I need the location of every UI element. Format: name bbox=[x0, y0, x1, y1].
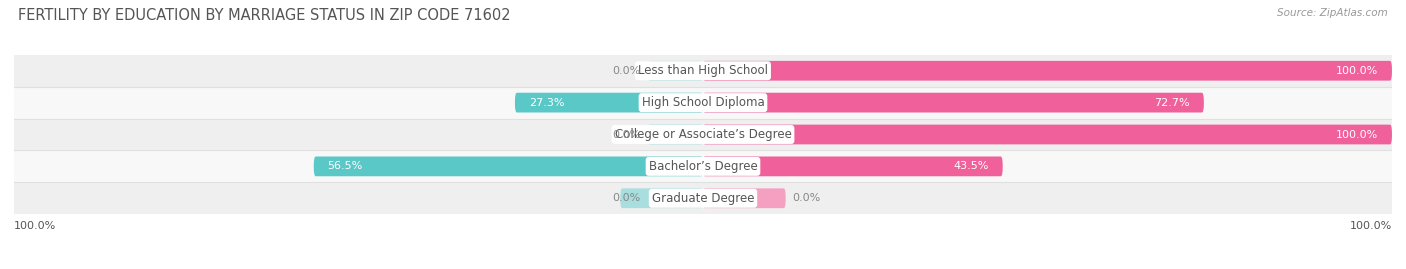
Text: College or Associate’s Degree: College or Associate’s Degree bbox=[614, 128, 792, 141]
Text: Bachelor’s Degree: Bachelor’s Degree bbox=[648, 160, 758, 173]
Bar bbox=[14, 87, 1392, 119]
FancyBboxPatch shape bbox=[703, 157, 1002, 176]
Text: 27.3%: 27.3% bbox=[529, 98, 564, 108]
FancyBboxPatch shape bbox=[620, 188, 703, 208]
Text: Less than High School: Less than High School bbox=[638, 64, 768, 77]
Text: 0.0%: 0.0% bbox=[613, 66, 641, 76]
Text: 0.0%: 0.0% bbox=[613, 129, 641, 140]
Bar bbox=[14, 119, 1392, 150]
FancyBboxPatch shape bbox=[648, 61, 703, 81]
FancyBboxPatch shape bbox=[314, 157, 703, 176]
Text: 43.5%: 43.5% bbox=[953, 161, 988, 171]
Text: High School Diploma: High School Diploma bbox=[641, 96, 765, 109]
FancyBboxPatch shape bbox=[703, 125, 1392, 144]
Text: Graduate Degree: Graduate Degree bbox=[652, 192, 754, 205]
Text: 0.0%: 0.0% bbox=[613, 193, 641, 203]
FancyBboxPatch shape bbox=[703, 61, 1392, 81]
Bar bbox=[14, 182, 1392, 214]
Text: 100.0%: 100.0% bbox=[1336, 129, 1378, 140]
Bar bbox=[14, 150, 1392, 182]
Text: FERTILITY BY EDUCATION BY MARRIAGE STATUS IN ZIP CODE 71602: FERTILITY BY EDUCATION BY MARRIAGE STATU… bbox=[18, 8, 510, 23]
Text: 100.0%: 100.0% bbox=[14, 221, 56, 231]
FancyBboxPatch shape bbox=[515, 93, 703, 112]
Text: 72.7%: 72.7% bbox=[1154, 98, 1189, 108]
Text: Source: ZipAtlas.com: Source: ZipAtlas.com bbox=[1277, 8, 1388, 18]
Text: 100.0%: 100.0% bbox=[1350, 221, 1392, 231]
FancyBboxPatch shape bbox=[648, 125, 703, 144]
FancyBboxPatch shape bbox=[703, 188, 786, 208]
Text: 56.5%: 56.5% bbox=[328, 161, 363, 171]
FancyBboxPatch shape bbox=[703, 93, 1204, 112]
Text: 100.0%: 100.0% bbox=[1336, 66, 1378, 76]
Bar bbox=[14, 55, 1392, 87]
Text: 0.0%: 0.0% bbox=[793, 193, 821, 203]
